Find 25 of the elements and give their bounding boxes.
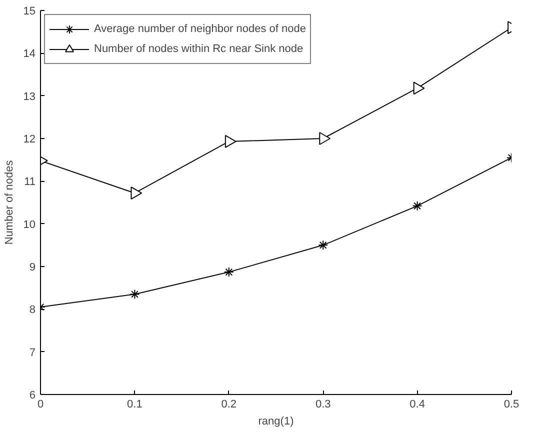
- point: [412, 200, 422, 211]
- y-axis-title: Number of nodes: [3, 160, 16, 245]
- y-tick-label: 14: [23, 48, 36, 60]
- point: [224, 267, 234, 278]
- y-tick-label: 13: [23, 90, 36, 103]
- y-tick-label: 6: [29, 390, 36, 402]
- x-tick-label: 0.1: [127, 398, 142, 410]
- y-tick-label: 12: [23, 134, 36, 146]
- legend-label: Number of nodes within Rc near Sink node: [94, 43, 304, 55]
- legend-label: Average number of neighbor nodes of node: [94, 23, 306, 35]
- x-tick-label: 0.4: [410, 398, 425, 410]
- x-axis-title: rang(1): [258, 416, 294, 428]
- y-tick-label: 10: [23, 218, 36, 231]
- x-tick-label: 0.3: [315, 398, 331, 410]
- y-tick-label: 9: [29, 262, 36, 274]
- x-tick-label: 0: [37, 398, 44, 410]
- point: [318, 240, 328, 250]
- x-tick-label: 0.5: [504, 398, 520, 410]
- y-tick-label: 11: [24, 176, 36, 188]
- y-tick-label: 15: [23, 6, 36, 18]
- y-tick-label: 8: [29, 304, 36, 316]
- point: [130, 186, 142, 200]
- point: [224, 134, 236, 148]
- x-tick-label: 0.2: [221, 398, 237, 410]
- y-tick-label: 7: [29, 346, 36, 359]
